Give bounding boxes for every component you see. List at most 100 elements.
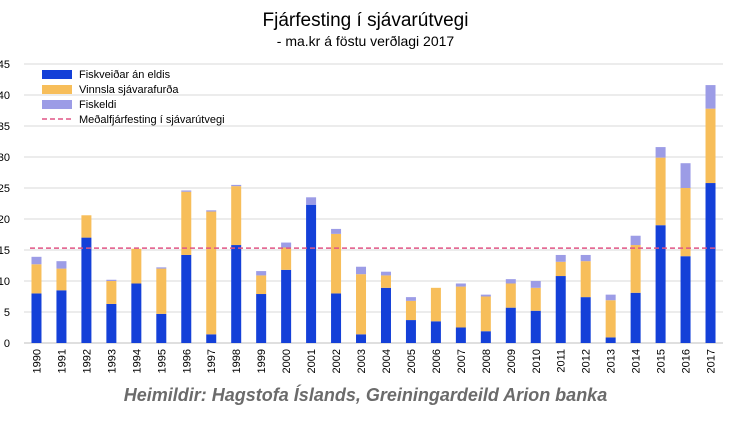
x-tick-label: 1992 <box>81 349 93 373</box>
x-tick-label: 2000 <box>281 349 293 373</box>
bar-segment <box>405 320 416 343</box>
bar-segment <box>181 254 192 343</box>
bar-segment <box>655 225 666 343</box>
bar-segment <box>206 211 217 335</box>
y-tick-label: 30 <box>0 152 10 164</box>
bar-segment <box>231 186 242 246</box>
y-tick-label: 5 <box>4 307 10 319</box>
x-tick-label: 1994 <box>131 349 143 373</box>
bar-segment <box>680 188 691 257</box>
x-tick-label: 2004 <box>381 349 393 373</box>
bar-segment <box>380 271 391 276</box>
bar-segment <box>231 245 242 343</box>
bar-segment <box>480 296 491 332</box>
bar-segment <box>680 256 691 343</box>
bar-segment <box>530 281 541 288</box>
bar-segment <box>555 261 566 277</box>
bar-segment <box>380 275 391 288</box>
bar-segment <box>106 303 117 343</box>
y-tick-label: 15 <box>0 245 10 257</box>
bar-segment <box>356 266 367 275</box>
bar-segment <box>131 248 142 284</box>
x-tick-label: 1993 <box>106 349 118 373</box>
bar-segment <box>306 197 317 205</box>
bar-segment <box>580 261 591 298</box>
x-tick-label: 1997 <box>206 349 218 373</box>
bar-segment <box>256 271 267 276</box>
x-tick-label: 1999 <box>256 349 268 373</box>
bar-segment <box>181 190 192 192</box>
bar-segment <box>331 233 342 294</box>
bar-segment <box>455 286 466 328</box>
bar-segment <box>455 327 466 343</box>
legend-swatch <box>42 85 72 94</box>
bars <box>31 85 716 343</box>
bar-segment <box>630 235 641 246</box>
chart-title: Fjárfesting í sjávarútvegi <box>262 10 469 31</box>
x-tick-label: 2012 <box>581 349 593 373</box>
x-tick-label: 2015 <box>656 349 668 373</box>
x-tick-label: 1990 <box>31 349 43 373</box>
legend-label: Fiskeldi <box>79 99 116 111</box>
bar-segment <box>356 274 367 335</box>
y-tick-label: 10 <box>0 276 10 288</box>
bar-segment <box>81 237 92 343</box>
y-tick-label: 20 <box>0 214 10 226</box>
legend-label: Fiskveiðar án eldis <box>79 69 171 81</box>
bar-segment <box>56 261 67 269</box>
x-tick-label: 2009 <box>506 349 518 373</box>
x-tick-label: 2016 <box>681 349 693 373</box>
bar-segment <box>31 264 42 294</box>
bar-segment <box>231 184 242 187</box>
y-tick-label: 25 <box>0 183 10 195</box>
bar-segment <box>480 331 491 343</box>
x-tick-label: 1996 <box>181 349 193 373</box>
bar-segment <box>455 283 466 287</box>
bar-segment <box>705 85 716 109</box>
bar-segment <box>680 163 691 188</box>
bar-segment <box>430 287 441 322</box>
bar-segment <box>206 334 217 343</box>
y-tick-label: 0 <box>4 338 10 350</box>
bar-segment <box>206 210 217 212</box>
bar-segment <box>705 108 716 184</box>
bar-segment <box>555 254 566 262</box>
bar-segment <box>405 297 416 301</box>
bar-segment <box>256 275 267 295</box>
bar-segment <box>281 242 292 248</box>
bar-segment <box>156 313 167 343</box>
x-tick-label: 2017 <box>706 349 718 373</box>
bar-segment <box>605 337 616 343</box>
legend-swatch <box>42 70 72 79</box>
bar-segment <box>405 300 416 321</box>
bar-segment <box>156 268 167 314</box>
x-tick-label: 1995 <box>156 349 168 373</box>
bar-segment <box>156 267 167 269</box>
bar-segment <box>630 292 641 343</box>
bar-segment <box>505 307 516 343</box>
bar-segment <box>380 287 391 343</box>
bar-segment <box>106 281 117 304</box>
y-tick-label: 35 <box>0 121 10 133</box>
source-note: Heimildir: Hagstofa Íslands, Greiningard… <box>123 385 608 405</box>
x-tick-label: 2013 <box>606 349 618 373</box>
legend-swatch <box>42 100 72 109</box>
x-tick-label: 1991 <box>56 349 68 373</box>
bar-segment <box>281 269 292 343</box>
bar-segment <box>580 254 591 262</box>
bar-segment <box>655 147 666 158</box>
x-axis: 1990 1991 1992 1993 1994 1995 1996 1997 1998 1999… <box>31 349 717 373</box>
bar-segment <box>56 290 67 343</box>
bar-segment <box>555 276 566 343</box>
bar-segment <box>31 256 42 265</box>
x-tick-label: 2007 <box>456 349 468 373</box>
bar-segment <box>505 279 516 284</box>
bar-segment <box>605 300 616 338</box>
x-tick-label: 2002 <box>331 349 343 373</box>
y-tick-label: 45 <box>0 59 10 71</box>
x-tick-label: 2010 <box>531 349 543 373</box>
bar-segment <box>530 287 541 311</box>
chart-subtitle: - ma.kr á föstu verðlagi 2017 <box>276 33 455 49</box>
bar-segment <box>480 294 491 297</box>
bar-segment <box>580 297 591 343</box>
